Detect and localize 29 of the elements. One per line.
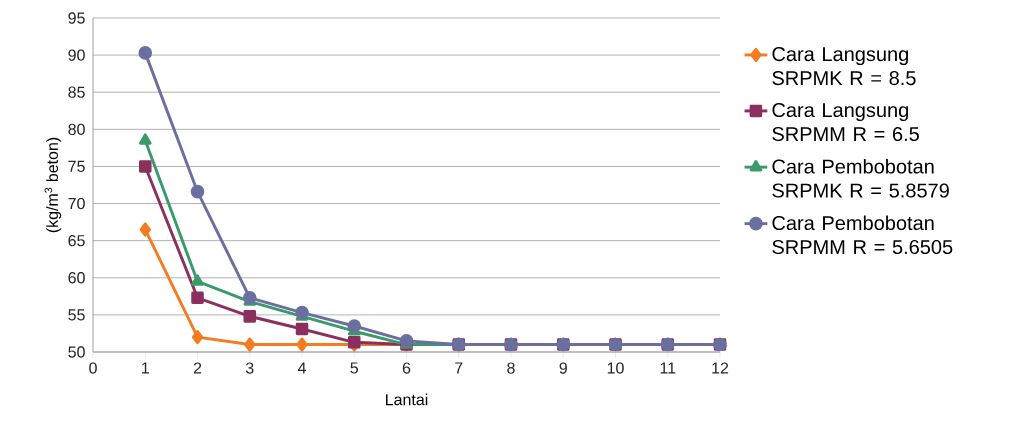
legend-label: Cara Langsung SRPMK R = 8.5	[772, 46, 916, 86]
y-tick-label: 50	[68, 346, 85, 358]
x-tick-label: 4	[297, 362, 306, 374]
x-tick-label: 3	[245, 362, 254, 374]
y-tick-label: 60	[68, 272, 85, 284]
x-tick-label: 7	[455, 362, 463, 374]
y-tick-label: 85	[68, 86, 85, 98]
x-tick-label: 10	[607, 362, 624, 374]
x-tick-label: 2	[193, 362, 202, 374]
x-tick-label: 9	[559, 362, 567, 374]
y-tick-label: 90	[68, 49, 85, 61]
legend-label: Cara Langsung SRPMM R = 6.5	[772, 102, 919, 142]
x-tick-label: 0	[89, 362, 97, 374]
y-tick-label: 70	[68, 197, 85, 210]
x-tick-label: 5	[350, 362, 359, 374]
legend-label: Cara Pembobotan SRPMM R = 5.6505	[772, 215, 953, 255]
x-tick-label: 8	[507, 362, 515, 374]
y-axis-title: (kg/m$^{3}$ beton)	[44, 137, 62, 233]
y-tick-label: 75	[68, 160, 85, 173]
y-tick-label: 80	[68, 123, 85, 135]
y-tick-label: 65	[68, 235, 85, 247]
legend-label: Cara Pembobotan SRPMK R = 5.8579	[772, 158, 949, 198]
x-tick-label: 11	[660, 362, 676, 374]
y-tick-label: 55	[68, 309, 85, 321]
x-tick-label: 12	[712, 362, 729, 374]
x-axis-title: Lantai	[386, 393, 428, 406]
x-tick-label: 1	[142, 362, 149, 374]
x-tick-label: 6	[402, 362, 411, 374]
y-tick-label: 95	[68, 12, 85, 24]
